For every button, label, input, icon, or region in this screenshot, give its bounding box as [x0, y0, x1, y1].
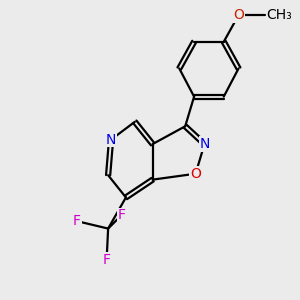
Text: F: F — [118, 208, 125, 222]
Text: O: O — [233, 8, 244, 22]
Text: F: F — [103, 253, 111, 267]
Text: N: N — [199, 137, 210, 151]
Text: N: N — [106, 133, 116, 147]
Text: O: O — [190, 167, 201, 181]
Text: CH₃: CH₃ — [267, 8, 292, 22]
Text: F: F — [73, 214, 81, 228]
